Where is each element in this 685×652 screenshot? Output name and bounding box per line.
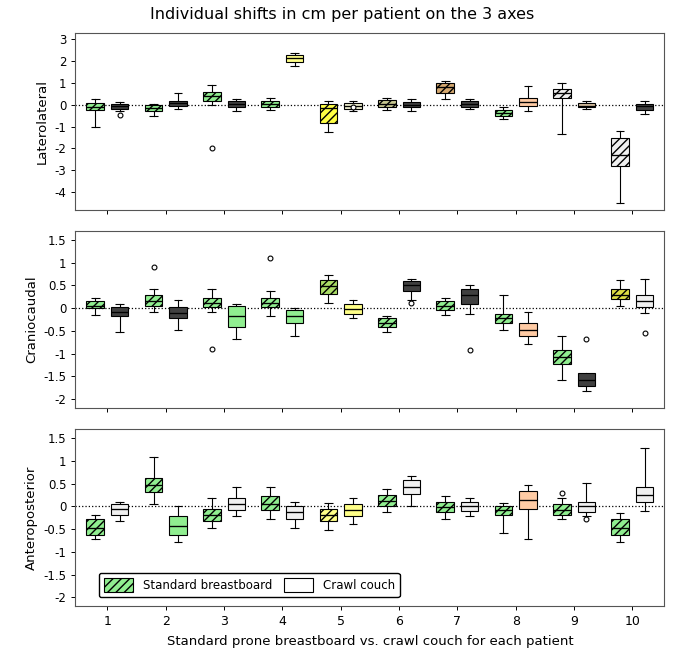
Bar — [577, 103, 595, 108]
Bar — [461, 502, 478, 511]
Bar — [345, 304, 362, 314]
Bar — [86, 102, 104, 110]
Bar — [577, 372, 595, 386]
Bar — [553, 350, 571, 364]
Bar — [286, 505, 303, 519]
Y-axis label: Laterolateral: Laterolateral — [36, 79, 49, 164]
Bar — [145, 105, 162, 111]
Bar — [227, 306, 245, 327]
Bar — [461, 101, 478, 107]
Bar — [345, 103, 362, 109]
Bar — [403, 281, 420, 291]
Bar — [612, 289, 629, 299]
Bar — [169, 307, 187, 318]
Bar — [286, 310, 303, 323]
Bar — [519, 323, 537, 336]
Bar — [612, 519, 629, 535]
Bar — [495, 314, 512, 323]
Bar — [436, 301, 454, 310]
Bar — [495, 110, 512, 115]
Bar — [403, 480, 420, 494]
Bar — [203, 298, 221, 307]
Bar — [111, 504, 128, 514]
Bar — [636, 104, 653, 110]
Bar — [145, 295, 162, 306]
Bar — [320, 104, 337, 123]
Bar — [345, 504, 362, 516]
Bar — [111, 104, 128, 109]
Bar — [378, 100, 395, 107]
Text: Individual shifts in cm per patient on the 3 axes: Individual shifts in cm per patient on t… — [151, 7, 534, 22]
Bar — [227, 101, 245, 108]
Bar — [227, 498, 245, 510]
Bar — [262, 102, 279, 107]
Bar — [145, 479, 162, 492]
Bar — [86, 301, 104, 308]
Bar — [111, 307, 128, 316]
Bar — [553, 89, 571, 98]
Bar — [203, 92, 221, 102]
Legend: Standard breastboard, Crawl couch: Standard breastboard, Crawl couch — [99, 573, 399, 597]
Bar — [436, 502, 454, 512]
Bar — [519, 98, 537, 106]
Bar — [612, 138, 629, 166]
Bar — [495, 505, 512, 514]
Bar — [378, 495, 395, 505]
Bar — [169, 101, 187, 106]
Bar — [86, 519, 104, 535]
Bar — [636, 488, 653, 502]
Bar — [436, 83, 454, 93]
Bar — [461, 289, 478, 304]
Bar — [169, 516, 187, 535]
Bar — [286, 55, 303, 62]
Bar — [577, 502, 595, 512]
X-axis label: Standard prone breastboard vs. crawl couch for each patient: Standard prone breastboard vs. crawl cou… — [166, 635, 573, 648]
Bar — [403, 102, 420, 108]
Bar — [320, 509, 337, 521]
Bar — [553, 504, 571, 514]
Y-axis label: Craniocaudal: Craniocaudal — [25, 276, 38, 363]
Bar — [636, 295, 653, 307]
Bar — [519, 490, 537, 509]
Bar — [203, 509, 221, 521]
Bar — [262, 298, 279, 307]
Bar — [262, 496, 279, 510]
Bar — [378, 318, 395, 327]
Y-axis label: Anteroposterior: Anteroposterior — [25, 466, 38, 570]
Bar — [320, 280, 337, 293]
